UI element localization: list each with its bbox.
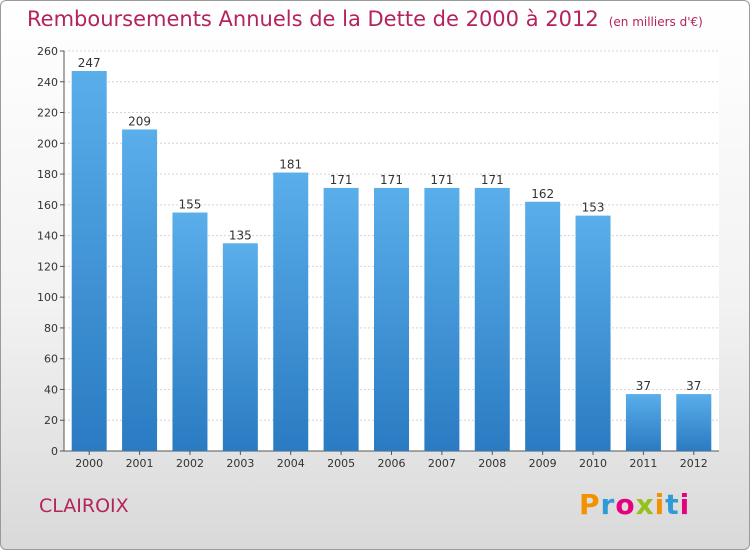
y-tick-label: 180	[37, 168, 58, 181]
logo-letter: i	[679, 488, 691, 521]
bar	[474, 187, 510, 451]
x-tick-label: 2009	[529, 457, 557, 470]
x-tick-label: 2008	[478, 457, 506, 470]
x-tick-label: 2002	[176, 457, 204, 470]
bar	[525, 201, 561, 451]
logo-letter: i	[654, 488, 666, 521]
y-tick-label: 200	[37, 137, 58, 150]
bar-value-label: 171	[481, 173, 504, 187]
logo-letter: x	[635, 488, 655, 521]
bar-value-label: 153	[582, 201, 605, 215]
y-tick-label: 160	[37, 199, 58, 212]
y-tick-label: 80	[44, 322, 58, 335]
title-unit: (en milliers d'€)	[608, 15, 703, 29]
logo-letter: o	[615, 488, 636, 521]
y-tick-label: 100	[37, 291, 58, 304]
x-tick-label: 2007	[428, 457, 456, 470]
bar	[575, 215, 611, 451]
bar	[222, 243, 258, 451]
x-tick-label: 2001	[126, 457, 154, 470]
x-tick-label: 2005	[327, 457, 355, 470]
title-text: Remboursements Annuels de la Dette de 20…	[27, 7, 599, 31]
x-tick-label: 2000	[75, 457, 103, 470]
bar-value-label: 171	[430, 173, 453, 187]
bar-value-label: 135	[229, 228, 252, 242]
y-tick-label: 260	[37, 45, 58, 58]
bar-value-label: 162	[531, 187, 554, 201]
city-name: CLAIROIX	[39, 495, 129, 517]
x-tick-label: 2011	[629, 457, 657, 470]
bar-value-label: 155	[179, 198, 202, 212]
bar-value-label: 37	[636, 379, 651, 393]
bar-value-label: 181	[279, 158, 302, 172]
bar	[323, 187, 359, 451]
bar	[71, 71, 107, 451]
bar	[122, 129, 158, 451]
x-tick-label: 2010	[579, 457, 607, 470]
y-tick-label: 120	[37, 260, 58, 273]
bar	[374, 187, 409, 451]
bar	[424, 187, 460, 451]
x-tick-label: 2004	[277, 457, 305, 470]
bar-value-label: 171	[380, 173, 403, 187]
bar-value-label: 247	[78, 56, 101, 70]
bar	[676, 394, 712, 451]
y-tick-label: 240	[37, 76, 58, 89]
logo-letter: P	[579, 488, 601, 521]
logo-letter: r	[600, 488, 616, 521]
bar	[625, 394, 661, 451]
y-tick-label: 220	[37, 107, 58, 120]
y-tick-label: 20	[44, 414, 58, 427]
bar-value-label: 37	[686, 379, 701, 393]
bar	[172, 212, 208, 451]
y-tick-label: 140	[37, 230, 58, 243]
x-tick-label: 2003	[226, 457, 254, 470]
bar-value-label: 171	[330, 173, 353, 187]
y-tick-label: 0	[51, 445, 58, 458]
bar	[273, 172, 309, 452]
x-tick-label: 2006	[378, 457, 406, 470]
y-tick-label: 40	[44, 383, 58, 396]
x-tick-label: 2012	[680, 457, 708, 470]
proxiti-logo: Proxiti	[579, 488, 690, 521]
logo-letter: t	[665, 488, 680, 521]
chart-title: Remboursements Annuels de la Dette de 20…	[27, 7, 703, 31]
y-tick-label: 60	[44, 353, 58, 366]
bar-value-label: 209	[128, 114, 151, 128]
